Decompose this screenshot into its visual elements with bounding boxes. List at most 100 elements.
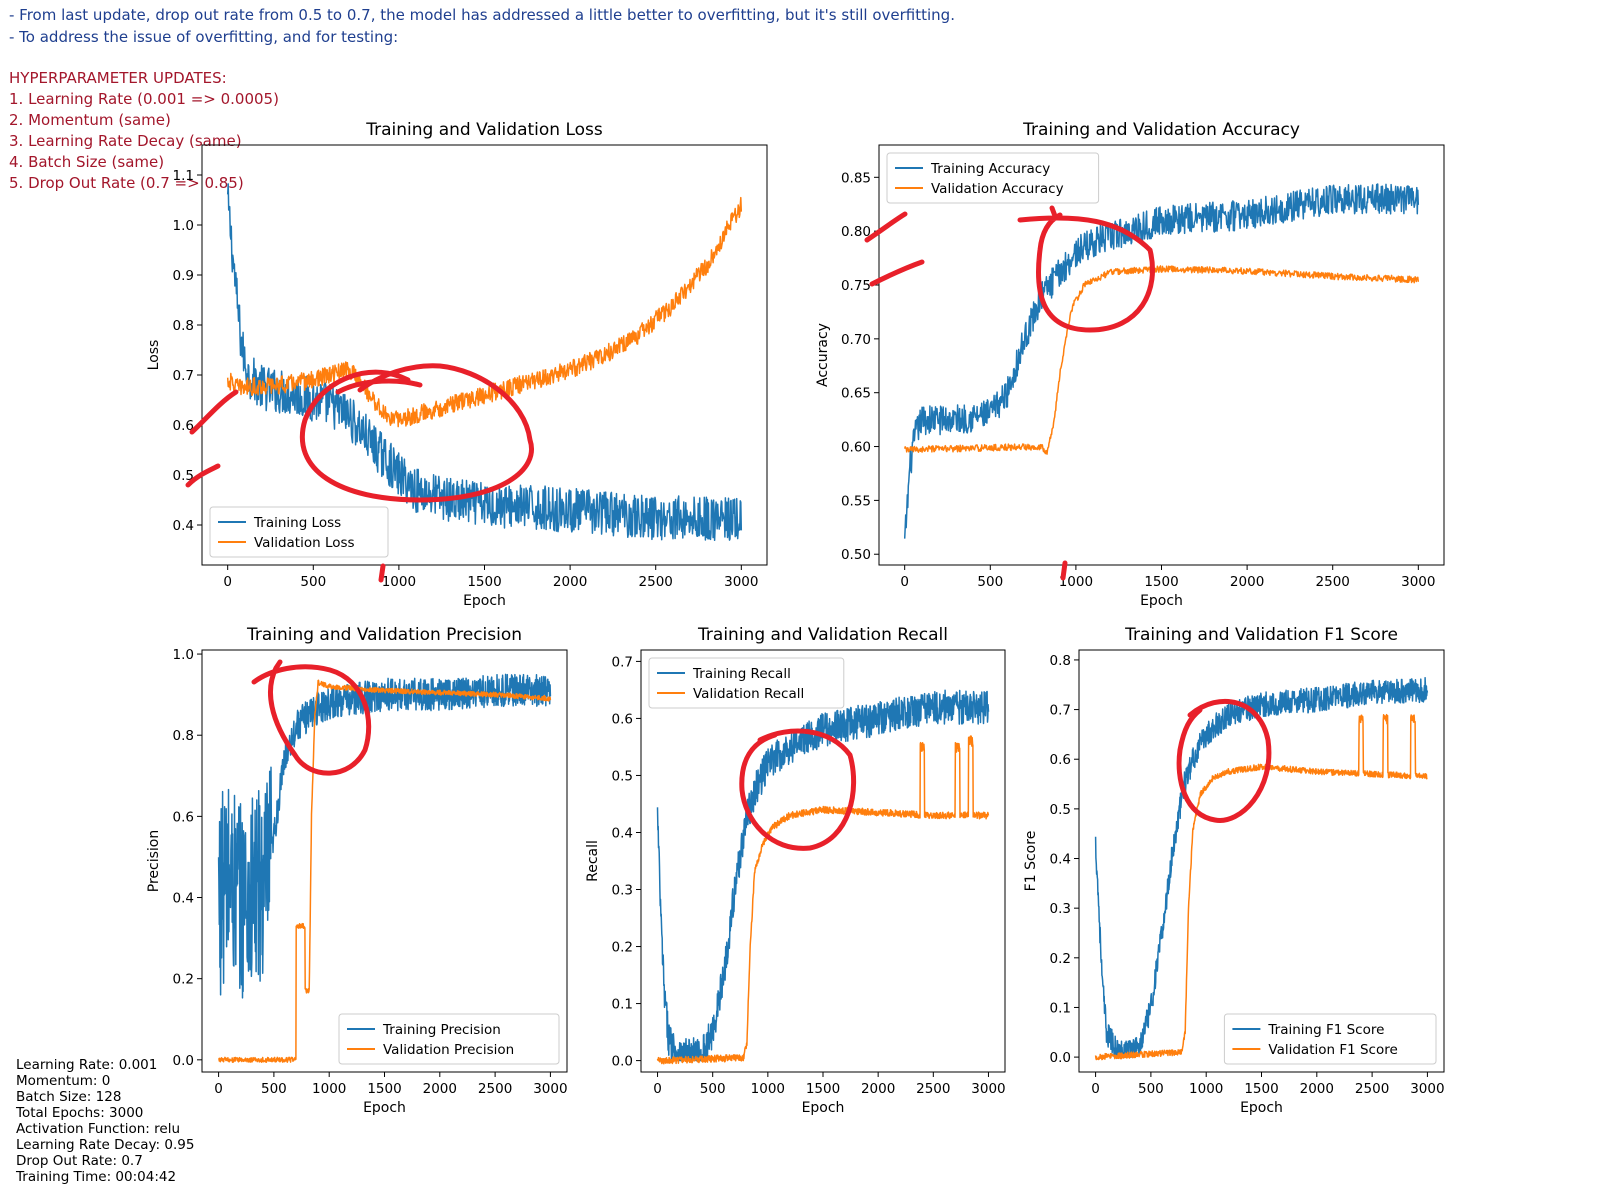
axes-frame	[1078, 649, 1445, 1073]
x-tick-label: 2000	[861, 1081, 895, 1097]
legend-box	[648, 657, 845, 709]
x-tick-label: 1000	[1189, 1081, 1223, 1097]
x-tick-label: 1500	[806, 1081, 840, 1097]
annotation-marks	[185, 205, 1272, 851]
y-tick-label: 0.7	[173, 368, 194, 384]
y-tick-label: 0.1	[1050, 1000, 1071, 1016]
series-line-training	[226, 183, 743, 542]
annotation-stroke	[378, 563, 386, 583]
y-tick-label: 0.8	[173, 318, 194, 334]
x-tick-label: 3000	[1410, 1081, 1444, 1097]
legend-entry: Validation F1 Score	[1268, 1042, 1397, 1058]
annotation-stroke	[1017, 212, 1155, 333]
settings-line: Learning Rate: 0.001	[16, 1057, 158, 1073]
updates-title: HYPERPARAMETER UPDATES:	[9, 69, 227, 87]
y-tick-label: 0.4	[612, 825, 633, 841]
series-line-validation	[226, 196, 743, 428]
y-tick-label: 0.6	[173, 418, 194, 434]
update-item: 1. Learning Rate (0.001 => 0.0005)	[9, 90, 279, 108]
x-tick-label: 1500	[367, 1081, 401, 1097]
x-tick-label: 3000	[533, 1081, 567, 1097]
y-tick-label: 0.7	[1050, 703, 1071, 719]
legend-entry: Training F1 Score	[1267, 1022, 1384, 1038]
settings-line: Momentum: 0	[16, 1073, 111, 1089]
y-tick-label: 0.8	[173, 728, 194, 744]
y-tick-label: 0.2	[1050, 951, 1071, 967]
legend-box	[1223, 1013, 1437, 1065]
y-tick-label: 0.65	[841, 386, 871, 402]
y-tick-label: 0.3	[1050, 901, 1071, 917]
legend-entry: Validation Accuracy	[931, 181, 1064, 197]
y-tick-label: 0.0	[612, 1054, 633, 1070]
y-tick-label: 0.60	[841, 440, 871, 456]
loss-chart: 0 500 1000 1500 2000 2500 3000 0.4 0.5 0.6 0.7 0.8 0…	[146, 120, 768, 609]
x-tick-label: 1500	[467, 574, 501, 590]
notes-line-1: - From last update, drop out rate from 0…	[9, 6, 955, 24]
annotation-stroke	[1060, 560, 1068, 581]
series-line-validation	[218, 679, 552, 1063]
legend: Training Accuracy Validation Accuracy	[886, 152, 1100, 204]
legend-box	[338, 1013, 560, 1065]
legend: Training Loss Validation Loss	[209, 506, 389, 558]
y-tick-label: 0.50	[841, 547, 871, 563]
legend-box	[886, 152, 1100, 204]
settings-line: Total Epochs: 3000	[16, 1105, 144, 1121]
series-line-validation	[1094, 713, 1428, 1061]
update-item: 2. Momentum (same)	[9, 111, 171, 129]
x-axis-label: Epoch	[1140, 593, 1183, 609]
legend: Training Precision Validation Precision	[338, 1013, 560, 1065]
y-tick-label: 0.4	[173, 518, 194, 534]
x-axis-label: Epoch	[1240, 1100, 1283, 1116]
notes-line-2: - To address the issue of overfitting, a…	[9, 28, 399, 46]
x-tick-label: 1000	[382, 574, 416, 590]
legend: Training Recall Validation Recall	[648, 657, 845, 709]
series-line-validation	[903, 265, 1420, 455]
annotation-stroke	[185, 463, 221, 488]
x-tick-label: 500	[700, 1081, 726, 1097]
y-tick-label: 0.9	[173, 268, 194, 284]
annotation-stroke	[869, 259, 925, 287]
x-tick-label: 2500	[478, 1081, 512, 1097]
y-tick-label: 0.4	[1050, 852, 1071, 868]
x-tick-label: 1500	[1244, 1081, 1278, 1097]
x-tick-label: 0	[214, 1081, 223, 1097]
y-axis-label: Loss	[146, 340, 162, 371]
chart-title: Training and Validation Recall	[697, 625, 948, 645]
y-tick-label: 0.7	[612, 654, 633, 670]
y-tick-label: 0.80	[841, 224, 871, 240]
y-tick-label: 0.6	[173, 809, 194, 825]
y-axis-label: Precision	[146, 830, 162, 892]
x-tick-label: 3000	[724, 574, 758, 590]
annotation-stroke	[335, 378, 423, 395]
y-tick-label: 0.6	[1050, 752, 1071, 768]
series-line-training	[656, 689, 990, 1062]
series-line-training	[903, 183, 1420, 539]
y-tick-label: 0.55	[841, 493, 871, 509]
x-tick-label: 1000	[1059, 574, 1093, 590]
f1-chart: 0 500 1000 1500 2000 2500 3000 0.0 0.1 0.2 0.3 0.4 0…	[1023, 625, 1445, 1116]
x-axis-label: Epoch	[363, 1100, 406, 1116]
x-tick-label: 0	[1091, 1081, 1100, 1097]
legend-box	[209, 506, 389, 558]
annotation-stroke	[864, 211, 908, 243]
y-tick-label: 0.0	[1050, 1050, 1071, 1066]
annotation-stroke	[299, 363, 534, 503]
x-tick-label: 0	[223, 574, 232, 590]
y-tick-label: 0.6	[612, 711, 633, 727]
legend-entry: Validation Recall	[693, 686, 804, 702]
chart-title: Training and Validation Precision	[246, 625, 522, 645]
precision-chart: 0 500 1000 1500 2000 2500 3000 0.0 0.2 0.4 0.6 0.8 1…	[146, 625, 568, 1116]
y-tick-label: 1.0	[173, 218, 194, 234]
update-item: 5. Drop Out Rate (0.7 => 0.85)	[9, 174, 244, 192]
x-tick-label: 0	[900, 574, 909, 590]
settings-line: Learning Rate Decay: 0.95	[16, 1137, 195, 1153]
settings-line: Activation Function: relu	[16, 1121, 181, 1137]
x-tick-label: 2000	[423, 1081, 457, 1097]
legend-entry: Validation Precision	[383, 1042, 514, 1058]
chart-title: Training and Validation Accuracy	[1022, 120, 1300, 140]
y-tick-label: 1.0	[173, 647, 194, 663]
x-axis-label: Epoch	[802, 1100, 845, 1116]
x-tick-label: 2000	[1300, 1081, 1334, 1097]
legend-entry: Training Precision	[382, 1022, 501, 1038]
